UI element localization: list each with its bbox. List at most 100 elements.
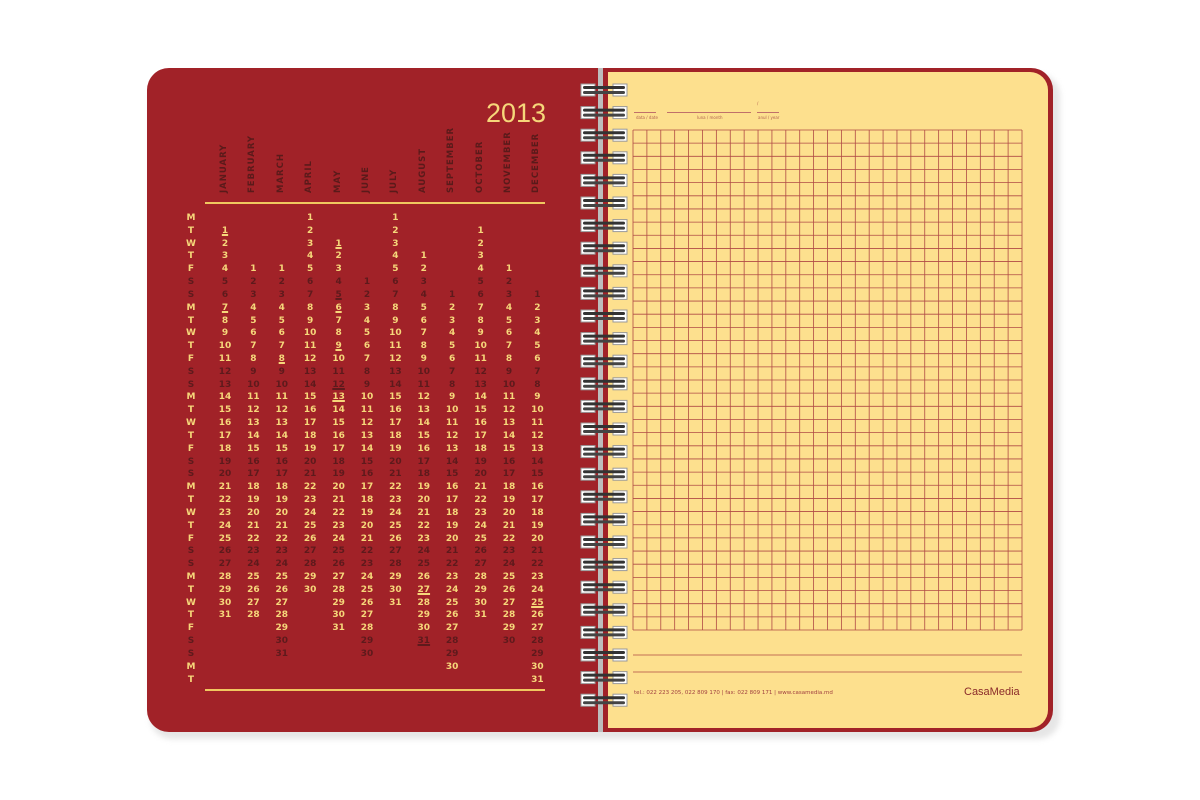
- calendar-day: 27: [445, 623, 459, 634]
- calendar-day: 17: [474, 430, 487, 441]
- calendar-day: 28: [360, 623, 374, 634]
- calendar-day: 23: [445, 571, 459, 582]
- spiral-ring-icon: [583, 651, 625, 654]
- spiral-ring-icon: [583, 407, 625, 411]
- calendar-day: 24: [417, 546, 431, 557]
- calendar-day: 25: [417, 559, 431, 570]
- calendar-day: 19: [275, 495, 289, 506]
- spiral-ring-icon: [583, 158, 625, 162]
- calendar-day: 25: [360, 584, 374, 595]
- calendar-day: 20: [332, 482, 345, 493]
- calendar-day: 5: [420, 302, 427, 313]
- calendar-day: 26: [218, 546, 232, 557]
- calendar-day: 2: [307, 225, 314, 236]
- spiral-ring-icon: [583, 204, 625, 207]
- calendar-day: 15: [417, 430, 431, 441]
- calendar-day: 9: [335, 341, 342, 352]
- contact-footer: tel.: 022 223 205, 022 809 170 | fax: 02…: [634, 690, 833, 696]
- calendar-day: 13: [474, 379, 487, 390]
- calendar-day: 9: [392, 315, 399, 326]
- calendar-day: 9: [250, 366, 257, 377]
- spiral-ring-icon: [583, 91, 625, 94]
- calendar-day: 13: [275, 418, 289, 429]
- calendar-day: 22: [360, 546, 374, 557]
- calendar-day: 19: [303, 443, 317, 454]
- calendar-day: 21: [332, 495, 345, 506]
- calendar-day: 7: [363, 354, 371, 365]
- calendar-day: 16: [218, 418, 232, 429]
- weekday-letter: S: [187, 379, 195, 390]
- weekday-letter: M: [186, 302, 196, 313]
- calendar-day: 22: [389, 482, 402, 493]
- spiral-ring-icon: [583, 86, 625, 89]
- calendar-day: 5: [449, 341, 456, 352]
- calendar-day: 20: [303, 456, 317, 467]
- calendar-day: 4: [335, 277, 342, 288]
- calendar-day: 2: [278, 277, 285, 288]
- calendar-day: 29: [303, 571, 317, 582]
- ring-hole: [580, 693, 596, 707]
- calendar-day: 21: [303, 469, 317, 480]
- calendar-day: 26: [303, 533, 317, 544]
- calendar-day: 7: [250, 341, 257, 352]
- ring-hole: [612, 106, 628, 120]
- calendar-day: 17: [247, 469, 260, 480]
- calendar-day: 19: [389, 443, 402, 454]
- weekday-letter: M: [186, 661, 196, 672]
- calendar-day: 4: [363, 315, 371, 326]
- spiral-ring-icon: [583, 334, 625, 338]
- calendar-day: 2: [420, 264, 427, 275]
- ring-hole: [612, 558, 628, 572]
- ring-hole: [580, 490, 596, 504]
- calendar-day: 29: [445, 648, 459, 659]
- calendar-day: 10: [218, 341, 232, 352]
- month-line: [667, 112, 751, 113]
- calendar-day: 4: [477, 264, 484, 275]
- calendar-day: 10: [247, 379, 260, 390]
- calendar-day: 17: [445, 495, 459, 506]
- calendar-day: 3: [449, 315, 456, 326]
- weekday-letter: F: [187, 623, 195, 634]
- calendar-day: 23: [389, 495, 402, 506]
- calendar-day: 17: [218, 430, 232, 441]
- calendar-day: 15: [360, 456, 374, 467]
- spiral-ring-icon: [583, 221, 625, 225]
- spiral-ring-icon: [583, 701, 625, 705]
- weekday-letter: T: [187, 674, 195, 685]
- ring-hole: [580, 399, 596, 413]
- ring-hole: [612, 603, 628, 617]
- ring-hole: [580, 671, 596, 685]
- calendar-day: 23: [474, 507, 487, 518]
- calendar-day: 11: [247, 392, 260, 403]
- calendar-day: 17: [360, 482, 374, 493]
- weekday-letter: M: [186, 392, 196, 403]
- calendar-day: 13: [389, 366, 402, 377]
- ring-hole: [612, 196, 628, 210]
- ring-hole: [580, 354, 596, 368]
- calendar-day: 25: [218, 533, 232, 544]
- calendar-day: 12: [332, 379, 345, 390]
- calendar-day: 14: [474, 392, 487, 403]
- spiral-ring-icon: [583, 678, 625, 682]
- calendar-day: 26: [417, 571, 431, 582]
- calendar-day: 9: [278, 366, 285, 377]
- spiral-ring-icon: [583, 244, 625, 248]
- calendar-day: 21: [531, 546, 544, 557]
- calendar-day: 3: [505, 289, 513, 300]
- calendar-day: 14: [247, 430, 260, 441]
- calendar-day: 19: [502, 495, 516, 506]
- weekday-letter: T: [187, 315, 195, 326]
- ring-hole: [580, 580, 596, 594]
- calendar-day: 18: [445, 507, 459, 518]
- calendar-day: 30: [417, 623, 431, 634]
- ring-hole: [612, 490, 628, 504]
- calendar-day: 12: [247, 405, 260, 416]
- weekday-letter: M: [186, 213, 196, 223]
- calendar-day: 27: [474, 559, 487, 570]
- calendar-day: 21: [360, 533, 374, 544]
- calendar-day: 30: [389, 584, 402, 595]
- calendar-day: 6: [250, 328, 257, 339]
- calendar-day: 23: [360, 559, 374, 570]
- calendar-day: 13: [445, 443, 459, 454]
- calendar-day: 18: [502, 482, 516, 493]
